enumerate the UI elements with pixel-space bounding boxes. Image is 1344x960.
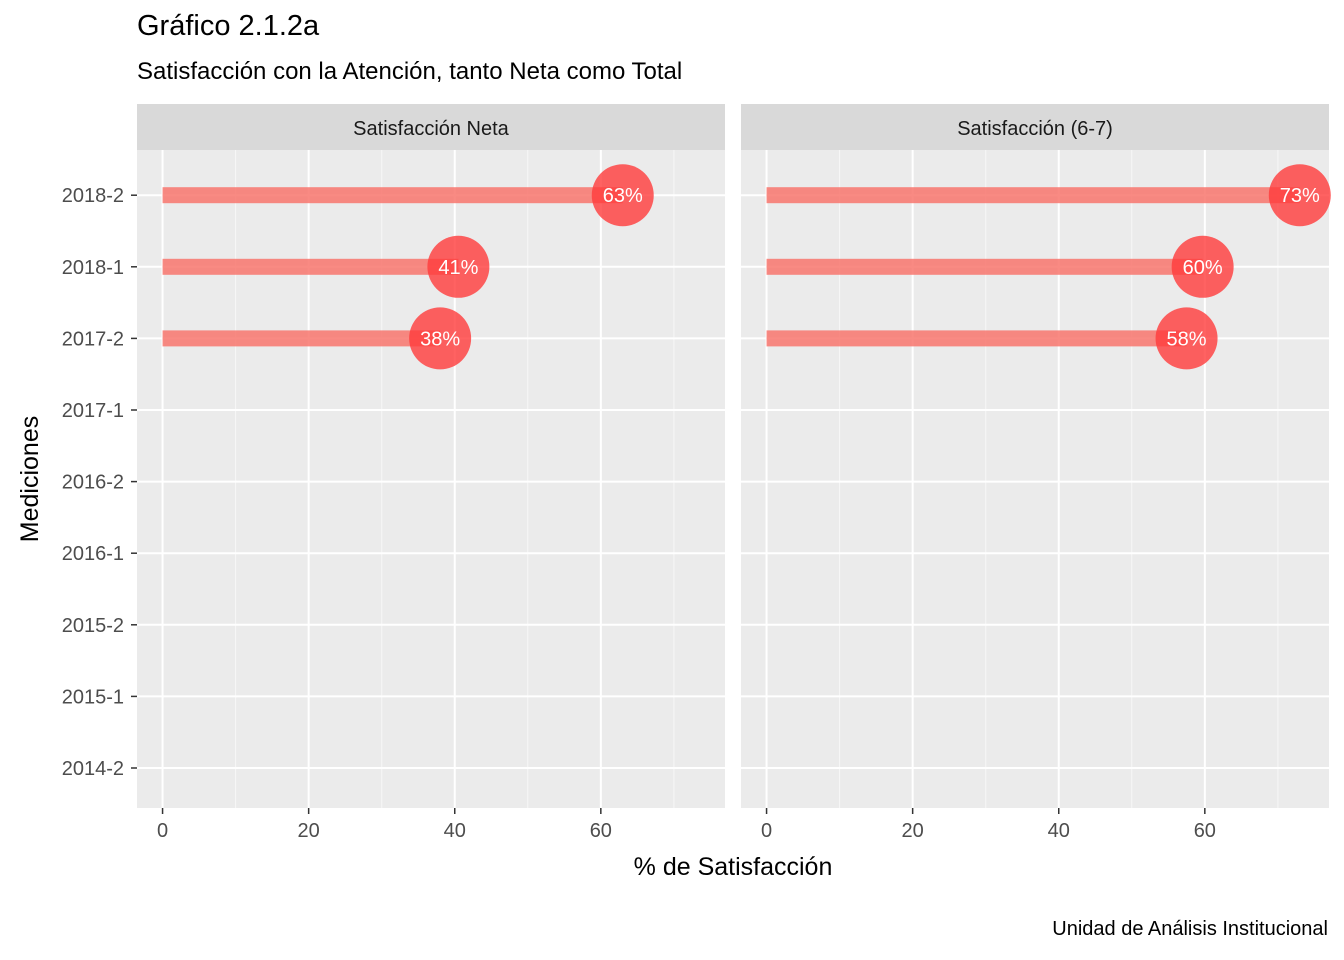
y-tick-label: 2015-1 [62,686,124,708]
x-tick-label: 40 [1048,820,1070,842]
bar [162,187,623,204]
x-tick-label: 0 [761,820,772,842]
data-label: 41% [438,257,478,279]
chart-subtitle: Satisfacción con la Atención, tanto Neta… [137,58,683,85]
y-tick-label: 2016-1 [62,543,124,565]
data-point [1171,235,1234,298]
x-tick-label: 40 [444,820,466,842]
x-tick-label: 20 [298,820,320,842]
bar [162,258,459,275]
chart-caption: Unidad de Análisis Institucional [1052,918,1328,940]
bar [766,187,1300,204]
bar [766,258,1203,275]
plot-panel [137,150,725,808]
facet-strip-label: Satisfacción Neta [353,118,510,140]
x-tick-label: 20 [902,820,924,842]
y-tick-label: 2017-2 [62,328,124,350]
y-tick-label: 2017-1 [62,400,124,422]
x-tick-label: 60 [590,820,612,842]
data-label: 73% [1280,185,1320,207]
x-tick-label: 60 [1194,820,1216,842]
y-tick-label: 2016-2 [62,472,124,494]
bar [766,330,1187,347]
data-point [591,164,654,227]
plot-panel [741,150,1329,808]
data-label: 58% [1167,328,1207,350]
data-point [1155,307,1218,370]
facet-strip [741,104,1329,150]
facet-strip [137,104,725,150]
data-label: 38% [420,328,460,350]
y-tick-label: 2018-2 [62,185,124,207]
y-axis-title: Mediciones [16,416,44,542]
x-tick-label: 0 [157,820,168,842]
data-label: 63% [603,185,643,207]
data-point [427,235,490,298]
facet-strip-label: Satisfacción (6-7) [957,118,1113,140]
data-point [1268,164,1331,227]
chart-title: Gráfico 2.1.2a [137,10,320,42]
y-tick-label: 2018-1 [62,257,124,279]
y-tick-label: 2014-2 [62,758,124,780]
y-tick-label: 2015-2 [62,615,124,637]
data-label: 60% [1183,257,1223,279]
data-point [409,307,472,370]
x-axis-title: % de Satisfacción [634,853,833,881]
bar [162,330,441,347]
